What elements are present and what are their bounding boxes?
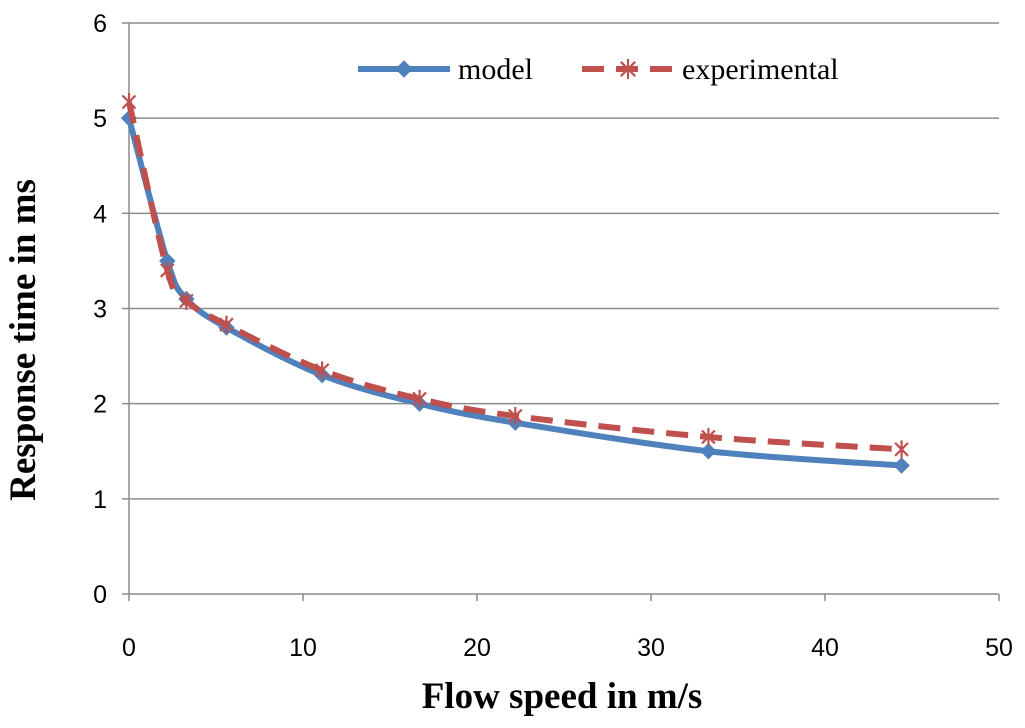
y-tick-label: 4 bbox=[93, 200, 107, 228]
data-point-experimental bbox=[701, 427, 716, 446]
x-axis-title: Flow speed in m/s bbox=[422, 676, 703, 717]
legend-marker-experimental bbox=[620, 59, 636, 79]
y-tick-label: 1 bbox=[93, 486, 107, 514]
data-point-experimental bbox=[508, 407, 523, 426]
y-tick-label: 3 bbox=[93, 296, 107, 324]
data-point-experimental bbox=[219, 315, 234, 334]
gridlines bbox=[129, 22, 999, 500]
series-experimental bbox=[121, 92, 909, 459]
x-tick-label: 50 bbox=[985, 634, 1013, 662]
x-tick-label: 10 bbox=[289, 634, 317, 662]
data-series bbox=[120, 92, 910, 474]
x-tick-label: 0 bbox=[122, 634, 136, 662]
x-tick-label: 40 bbox=[811, 634, 839, 662]
legend: model experimental bbox=[358, 53, 839, 86]
data-point-experimental bbox=[179, 291, 194, 310]
data-point-experimental bbox=[160, 261, 175, 280]
y-tick-label: 6 bbox=[93, 10, 107, 38]
y-tick-label: 5 bbox=[93, 105, 107, 133]
x-tick-label: 30 bbox=[637, 634, 665, 662]
legend-marker-model bbox=[395, 60, 413, 78]
legend-label-model: model bbox=[458, 53, 533, 86]
tick-labels: 0 1 2 3 4 5 6 0 10 20 30 40 50 bbox=[93, 10, 1013, 662]
data-point-model bbox=[700, 443, 717, 460]
legend-label-experimental: experimental bbox=[682, 53, 839, 86]
x-tick-label: 20 bbox=[463, 634, 491, 662]
data-point-experimental bbox=[314, 361, 330, 380]
data-point-model bbox=[893, 457, 910, 474]
y-tick-label: 2 bbox=[93, 391, 107, 419]
data-point-experimental bbox=[894, 440, 909, 459]
y-tick-label: 0 bbox=[93, 581, 107, 609]
y-axis-title: Response time in ms bbox=[3, 179, 44, 501]
data-point-experimental bbox=[121, 92, 137, 111]
series-line-experimental bbox=[126, 101, 902, 453]
legend-item-model: model bbox=[358, 53, 533, 86]
legend-item-experimental: experimental bbox=[582, 53, 839, 86]
data-point-experimental bbox=[412, 389, 427, 408]
